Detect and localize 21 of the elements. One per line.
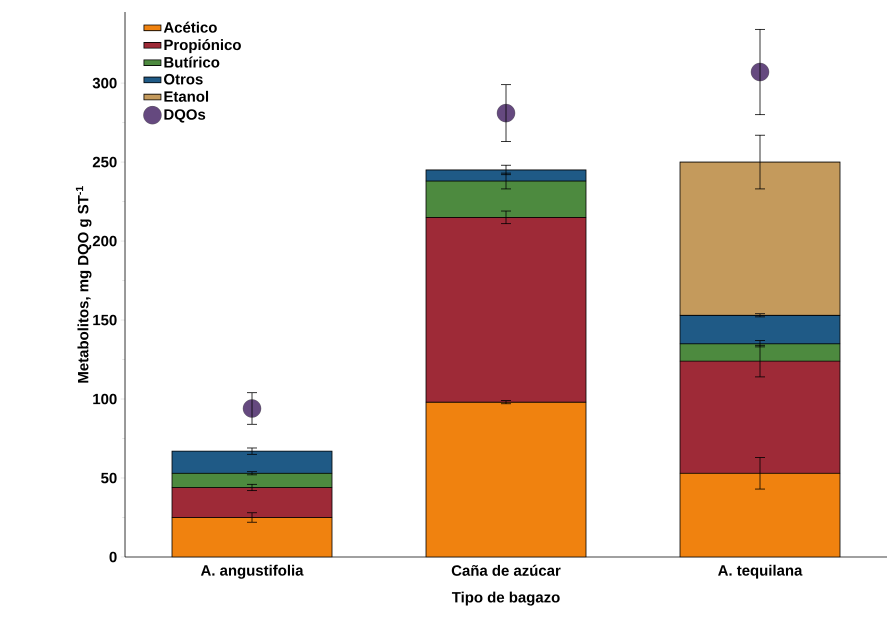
y-axis-title: Metabolitos, mg DQO g ST$^{-1}$ <box>76 186 92 383</box>
x-tick-label: Caña de azúcar <box>452 564 561 576</box>
legend-label: Propiónico <box>164 39 241 54</box>
x-axis-title: Tipo de bagazo <box>452 592 560 606</box>
y-tick-label: 50 <box>101 472 117 484</box>
point <box>750 62 770 82</box>
y-tick-label: 300 <box>92 78 117 88</box>
legend-label: Etanol <box>164 90 208 102</box>
y-tick-label: 200 <box>92 236 117 246</box>
y-tick-label: 100 <box>93 394 117 404</box>
point <box>242 399 262 418</box>
legend-label: Otros <box>164 74 203 85</box>
y-tick-label: 150 <box>93 314 117 326</box>
legend-label: Butírico <box>164 56 220 68</box>
legend-label: Acético <box>164 22 217 33</box>
x-tick-label: A. angustifolia <box>200 564 304 579</box>
legend-label: DQOs <box>164 109 206 123</box>
x-tick-label: A. tequilana <box>718 564 802 579</box>
point <box>496 104 516 122</box>
y-tick-label: 250 <box>92 156 117 168</box>
y-tick-label: 0 <box>110 552 117 562</box>
